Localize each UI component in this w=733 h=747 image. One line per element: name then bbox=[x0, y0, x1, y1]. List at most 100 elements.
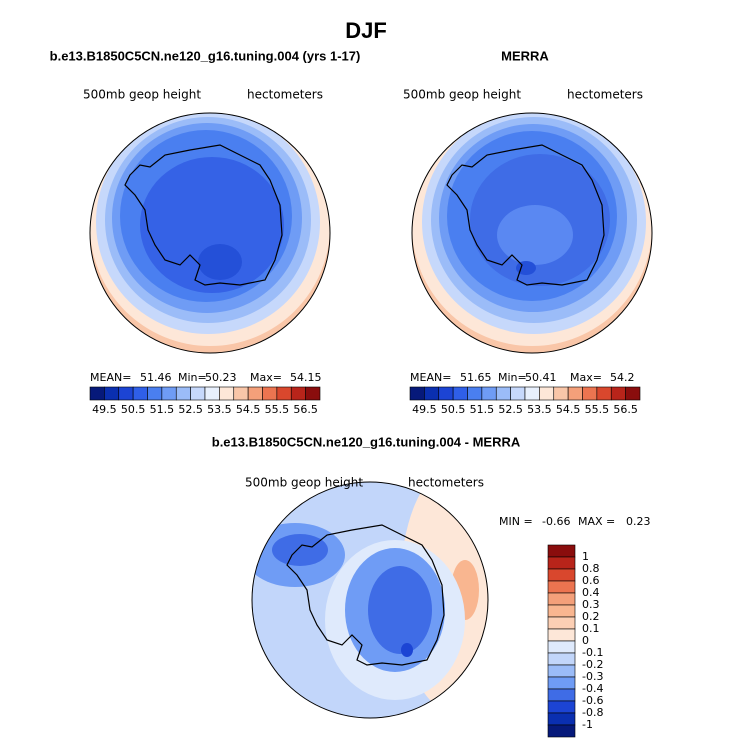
figure-title: DJF bbox=[345, 18, 387, 43]
colorbar-box bbox=[290, 386, 306, 401]
colorbar-label: -0.1 bbox=[582, 646, 603, 659]
colorbar-box bbox=[547, 724, 576, 738]
stat-label: Max= bbox=[570, 371, 602, 384]
colorbar-label: 0.6 bbox=[582, 574, 600, 587]
colorbar-box bbox=[104, 386, 120, 401]
colorbar-box bbox=[547, 640, 576, 654]
colorbar-box bbox=[510, 386, 526, 401]
colorbar-label: -1 bbox=[582, 718, 593, 731]
colorbar-box bbox=[118, 386, 134, 401]
colorbar-box bbox=[596, 386, 612, 401]
stat-label: Max= bbox=[250, 371, 282, 384]
colorbar-box bbox=[547, 604, 576, 618]
map bbox=[412, 113, 652, 353]
colorbar-box bbox=[547, 544, 576, 558]
colorbar-label: 53.5 bbox=[527, 403, 552, 416]
stat-value: 51.46 bbox=[140, 371, 172, 384]
colorbar-box bbox=[547, 568, 576, 582]
stat-value: 0.23 bbox=[626, 515, 651, 528]
colorbar-box bbox=[547, 688, 576, 702]
stat-label: Min= bbox=[498, 371, 527, 384]
colorbar-label: 56.5 bbox=[293, 403, 318, 416]
colorbar-label: 1 bbox=[582, 550, 589, 563]
colorbar-label: 0.2 bbox=[582, 610, 600, 623]
stat-label: MEAN= bbox=[90, 371, 131, 384]
stat-value: 50.23 bbox=[205, 371, 237, 384]
variable-label: 500mb geop height bbox=[245, 476, 363, 490]
colorbar-box bbox=[452, 386, 468, 401]
colorbar-label: 53.5 bbox=[207, 403, 232, 416]
colorbar-box bbox=[547, 616, 576, 630]
stat-label: MEAN= bbox=[410, 371, 451, 384]
colorbar-label: 0.1 bbox=[582, 622, 600, 635]
colorbar-label: 50.5 bbox=[441, 403, 466, 416]
stat-label: Min= bbox=[178, 371, 207, 384]
colorbar-label: 0.4 bbox=[582, 586, 600, 599]
panel-title: MERRA bbox=[501, 48, 549, 63]
colorbar-label: -0.2 bbox=[582, 658, 603, 671]
stat-value: 54.2 bbox=[610, 371, 635, 384]
colorbar-box bbox=[161, 386, 177, 401]
map-border bbox=[251, 481, 489, 719]
panel-title: b.e13.B1850C5CN.ne120_g16.tuning.004 - M… bbox=[212, 434, 521, 449]
map-border bbox=[89, 112, 331, 354]
colorbar-box bbox=[276, 386, 292, 401]
colorbar-box bbox=[147, 386, 163, 401]
colorbar-label: 55.5 bbox=[585, 403, 610, 416]
colorbar-box bbox=[467, 386, 483, 401]
stat-label: MAX = bbox=[578, 515, 615, 528]
colorbar-box bbox=[547, 712, 576, 726]
colorbar-label: -0.3 bbox=[582, 670, 603, 683]
stat-label: MIN = bbox=[499, 515, 533, 528]
colorbar-box bbox=[175, 386, 191, 401]
colorbar-label: 49.5 bbox=[92, 403, 117, 416]
variable-label: 500mb geop height bbox=[83, 88, 201, 102]
colorbar-box bbox=[567, 386, 583, 401]
colorbar-label: 51.5 bbox=[470, 403, 495, 416]
colorbar-box bbox=[539, 386, 555, 401]
colorbar-label: 52.5 bbox=[178, 403, 203, 416]
colorbar-box bbox=[625, 386, 641, 401]
colorbar-box bbox=[553, 386, 569, 401]
colorbar-label: -0.4 bbox=[582, 682, 603, 695]
colorbar-box bbox=[547, 700, 576, 714]
colorbar-box bbox=[132, 386, 148, 401]
colorbar-box bbox=[204, 386, 220, 401]
colorbar-box bbox=[547, 676, 576, 690]
stat-value: 50.41 bbox=[525, 371, 557, 384]
colorbar-box bbox=[547, 664, 576, 678]
colorbar-label: 50.5 bbox=[121, 403, 146, 416]
colorbar-label: -0.8 bbox=[582, 706, 603, 719]
colorbar-box bbox=[547, 652, 576, 666]
colorbar-label: 55.5 bbox=[265, 403, 290, 416]
colorbar-box bbox=[89, 386, 105, 401]
colorbar-label: 56.5 bbox=[613, 403, 638, 416]
map-border bbox=[411, 112, 653, 354]
colorbar-label: 51.5 bbox=[150, 403, 175, 416]
stat-value: 51.65 bbox=[460, 371, 492, 384]
colorbar-box bbox=[547, 592, 576, 606]
colorbar-label: 54.5 bbox=[236, 403, 261, 416]
colorbar-box bbox=[481, 386, 497, 401]
colorbar-box bbox=[547, 628, 576, 642]
colorbar-label: 52.5 bbox=[498, 403, 523, 416]
colorbar-box bbox=[547, 556, 576, 570]
colorbar-label: 0 bbox=[582, 634, 589, 647]
stat-value: 54.15 bbox=[290, 371, 322, 384]
colorbar-box bbox=[524, 386, 540, 401]
units-label: hectometers bbox=[567, 88, 643, 102]
colorbar-box bbox=[610, 386, 626, 401]
colorbar-box bbox=[424, 386, 440, 401]
colorbar-box bbox=[495, 386, 511, 401]
colorbar-box bbox=[190, 386, 206, 401]
colorbar-label: -0.6 bbox=[582, 694, 603, 707]
colorbar-box bbox=[247, 386, 263, 401]
colorbar-label: 0.8 bbox=[582, 562, 600, 575]
stat-value: -0.66 bbox=[542, 515, 570, 528]
units-label: hectometers bbox=[408, 476, 484, 490]
colorbar-box bbox=[219, 386, 235, 401]
colorbar-box bbox=[409, 386, 425, 401]
units-label: hectometers bbox=[247, 88, 323, 102]
colorbar-box bbox=[262, 386, 278, 401]
